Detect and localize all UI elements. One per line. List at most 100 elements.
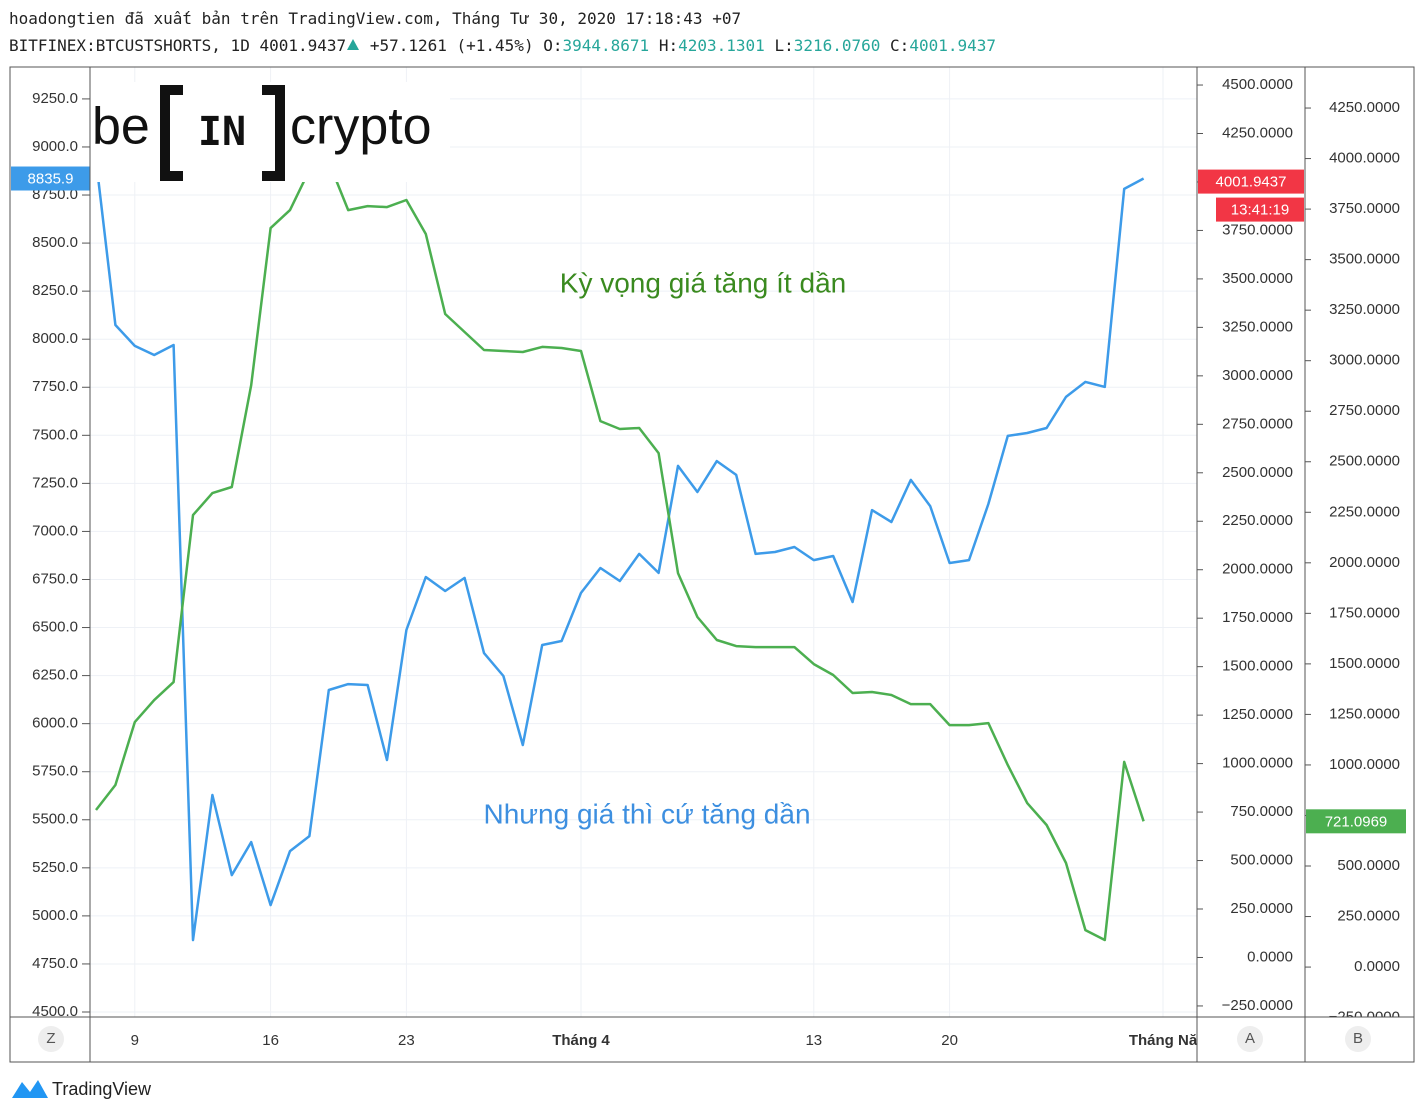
- y-tick-label: −250.0000: [1222, 997, 1293, 1014]
- y-tick-label: 5500.0: [32, 811, 78, 828]
- y-tick-label: 7500.0: [32, 426, 78, 443]
- price-tag: [1306, 809, 1406, 834]
- countdown-label: 13:41:19: [1231, 202, 1289, 219]
- y-tick-label: 5250.0: [32, 859, 78, 876]
- ohlc-value: 3216.0760: [793, 36, 881, 55]
- frame: [9, 66, 1415, 1063]
- y-tick-label: 4500.0: [32, 1003, 78, 1020]
- y-tick-label: 3750.0000: [1329, 200, 1400, 217]
- y-tick-label: 6000.0: [32, 715, 78, 732]
- y-tick-label: 9250.0: [32, 90, 78, 107]
- y-tick-label: 2750.0000: [1329, 402, 1400, 419]
- x-tick-label: 13: [805, 1032, 822, 1049]
- price-tag: [11, 166, 90, 191]
- y-tick-label: 3500.0000: [1329, 251, 1400, 268]
- y-tick-label: 5000.0: [32, 907, 78, 924]
- y-tick-label: 1750.0000: [1222, 609, 1293, 626]
- countdown-tag: [1216, 197, 1304, 222]
- y-tick-label: 1000.0000: [1329, 756, 1400, 773]
- y-tick-label: 1250.0000: [1222, 706, 1293, 723]
- y-tick-label: 3000.0000: [1222, 367, 1293, 384]
- button-label[interactable]: A: [1245, 1030, 1255, 1047]
- y-tick-label: 1500.0000: [1222, 658, 1293, 675]
- up-arrow: [347, 39, 360, 50]
- y-tick-label: 7000.0: [32, 522, 78, 539]
- price-tag-label: 721.0969: [1325, 813, 1388, 830]
- y-tick-label: 3500.0000: [1222, 270, 1293, 287]
- series-line: [95, 160, 1145, 942]
- y-tick-label: 5750.0: [32, 763, 78, 780]
- y-tick-label: 4750.0: [32, 955, 78, 972]
- logo-text: IN: [198, 109, 246, 155]
- footer-logo: [12, 1080, 48, 1098]
- price-tag-label: 8835.9: [28, 170, 74, 187]
- x-tick-label: Tháng Nă: [1129, 1032, 1198, 1049]
- y-tick-label: 1500.0000: [1329, 655, 1400, 672]
- y-tick-label: 0.0000: [1354, 958, 1400, 975]
- y-tick-label: 7750.0: [32, 378, 78, 395]
- y-tick-label: 9000.0: [32, 138, 78, 155]
- ohlc-key: H:: [658, 36, 679, 55]
- publish-line: hoadongtien đã xuất bản trên TradingView…: [9, 9, 742, 28]
- y-tick-label: 1000.0000: [1222, 755, 1293, 772]
- footer: TradingView: [52, 1079, 152, 1099]
- ohlc-value: 4203.1301: [678, 36, 765, 55]
- y-tick-label: 3250.0000: [1329, 301, 1400, 318]
- ohlc-value: 4001.9437: [909, 36, 997, 55]
- x-tick-label: 23: [398, 1032, 415, 1049]
- button-label[interactable]: B: [1353, 1030, 1363, 1047]
- y-tick-label: 8000.0: [32, 330, 78, 347]
- button[interactable]: Z: [38, 1026, 64, 1052]
- series-line: [94, 159, 1145, 942]
- price-tag-label: 4001.9437: [1216, 174, 1287, 191]
- logo-text: be: [92, 98, 150, 156]
- y-tick-label: 3750.0000: [1222, 221, 1293, 238]
- button-label[interactable]: Z: [46, 1030, 55, 1047]
- y-tick-label: 2250.0000: [1222, 512, 1293, 529]
- button[interactable]: B: [1345, 1026, 1371, 1052]
- y-tick-label: 2500.0000: [1222, 464, 1293, 481]
- ohlc-key: L:: [774, 36, 794, 55]
- y-tick-label: 6250.0: [32, 667, 78, 684]
- change: +57.1261 (+1.45%): [369, 36, 534, 55]
- x-tick-label: Tháng 4: [552, 1032, 610, 1049]
- y-tick-label: 6500.0: [32, 619, 78, 636]
- ohlc-key: C:: [890, 36, 910, 55]
- y-tick-label: 2750.0000: [1222, 415, 1293, 432]
- x-tick-label: 16: [262, 1032, 279, 1049]
- y-tick-label: 2250.0000: [1329, 503, 1400, 520]
- y-tick-label: 0.0000: [1247, 948, 1293, 965]
- y-tick-label: 250.0000: [1337, 908, 1400, 925]
- annotation: Nhưng giá thì cứ tăng dần: [483, 798, 810, 829]
- last-price: 4001.9437: [259, 36, 347, 55]
- y-tick-label: 6750.0: [32, 570, 78, 587]
- y-tick-label: 2500.0000: [1329, 453, 1400, 470]
- y-tick-label: 4500.0000: [1222, 76, 1293, 93]
- y-tick-label: 500.0000: [1230, 852, 1293, 869]
- y-tick-label: 3250.0000: [1222, 318, 1293, 335]
- price-tag: [1198, 169, 1304, 194]
- y-tick-label: −250.0000: [1329, 1009, 1400, 1026]
- y-tick-label: 4000.0000: [1329, 150, 1400, 167]
- y-tick-label: 2000.0000: [1222, 561, 1293, 578]
- ohlc-key: O:: [543, 36, 563, 55]
- y-tick-label: 3000.0000: [1329, 352, 1400, 369]
- y-tick-label: 1750.0000: [1329, 604, 1400, 621]
- y-tick-label: 1250.0000: [1329, 705, 1400, 722]
- y-tick-label: 2000.0000: [1329, 554, 1400, 571]
- y-tick-label: 750.0000: [1230, 803, 1293, 820]
- logo-text: crypto: [290, 98, 432, 156]
- x-tick-label: 9: [131, 1032, 139, 1049]
- ohlc-value: 3944.8671: [562, 36, 650, 55]
- y-tick-label: 8500.0: [32, 234, 78, 251]
- symbol-line: BITFINEX:BTCUSTSHORTS, 1D 4001.9437 +57.…: [9, 36, 996, 55]
- x-tick-label: 20: [941, 1032, 958, 1049]
- y-tick-label: 250.0000: [1230, 900, 1293, 917]
- y-tick-label: 4250.0000: [1222, 124, 1293, 141]
- button[interactable]: A: [1237, 1026, 1263, 1052]
- annotation: Kỳ vọng giá tăng ít dần: [560, 267, 846, 298]
- y-tick-label: 7250.0: [32, 474, 78, 491]
- logo: be IN crypto: [90, 82, 450, 182]
